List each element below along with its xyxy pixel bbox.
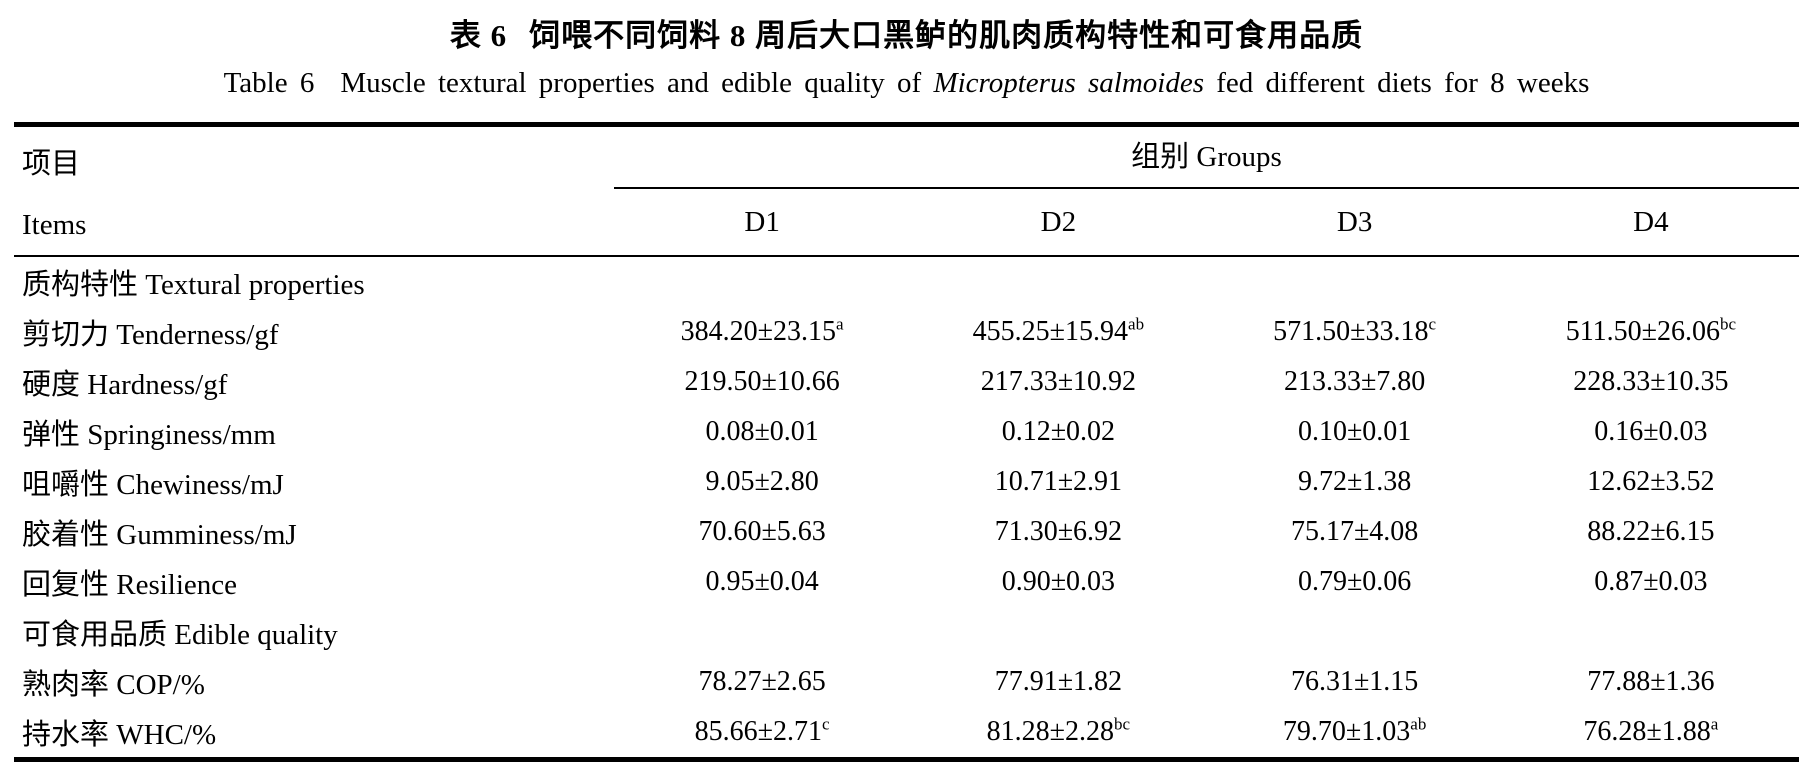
sig-superscript: ab bbox=[1410, 714, 1427, 734]
cell-d1: 78.27±2.65 bbox=[698, 666, 826, 697]
row-label: 硬度 Hardness/gf bbox=[22, 369, 228, 401]
table-row-resilience: 回复性 Resilience 0.95±0.04 0.90±0.03 0.79±… bbox=[14, 557, 1799, 607]
items-label-cn: 项目 bbox=[22, 148, 81, 181]
cell-d4: 0.16±0.03 bbox=[1594, 416, 1708, 447]
section-row-textural: 质构特性 Textural properties bbox=[14, 257, 1799, 307]
cell-d4: 511.50±26.06bc bbox=[1565, 314, 1737, 347]
cell-d2: 71.30±6.92 bbox=[994, 516, 1123, 547]
cell-d4: 12.62±3.52 bbox=[1587, 466, 1715, 497]
cell-d3: 213.33±7.80 bbox=[1283, 366, 1426, 397]
table-top-rule bbox=[14, 122, 1799, 127]
sig-superscript: c bbox=[822, 714, 830, 734]
cell-d1: 0.08±0.01 bbox=[705, 416, 819, 447]
cell-d1: 9.05±2.80 bbox=[705, 466, 819, 497]
cell-d4: 76.28±1.88a bbox=[1583, 714, 1719, 747]
cell-d2: 455.25±15.94ab bbox=[972, 314, 1145, 347]
sig-superscript: a bbox=[1710, 714, 1719, 734]
row-label: 弹性 Springiness/mm bbox=[22, 419, 276, 451]
cell-d3: 75.17±4.08 bbox=[1290, 516, 1419, 547]
cell-d4: 0.87±0.03 bbox=[1594, 566, 1708, 597]
cell-d1: 85.66±2.71c bbox=[694, 714, 830, 747]
cell-d3: 571.50±33.18c bbox=[1273, 314, 1437, 347]
table-bottom-rule bbox=[14, 757, 1799, 762]
cell-d3: 0.79±0.06 bbox=[1297, 566, 1412, 597]
data-table: 项目 Items 组别 Groups D1 D2 D3 D4 质构特性 Text… bbox=[14, 122, 1799, 762]
items-header-cell: 项目 Items bbox=[14, 127, 614, 255]
table-number-en: Table 6 bbox=[223, 67, 315, 99]
cell-d2: 0.12±0.02 bbox=[1001, 416, 1116, 447]
table-row-cop: 熟肉率 COP/% 78.27±2.65 77.91±1.82 76.31±1.… bbox=[14, 657, 1799, 707]
cell-d3: 79.70±1.03ab bbox=[1282, 714, 1427, 747]
cell-d1: 384.20±23.15a bbox=[680, 314, 844, 347]
cell-d4: 77.88±1.36 bbox=[1587, 666, 1715, 697]
sig-superscript: ab bbox=[1128, 314, 1145, 334]
groups-label: 组别 Groups bbox=[614, 127, 1799, 189]
table-title-en-suffix: fed different diets for 8 weeks bbox=[1216, 67, 1590, 99]
table-number-cn: 表 6 bbox=[449, 18, 508, 53]
table-row-tenderness: 剪切力 Tenderness/gf 384.20±23.15a 455.25±1… bbox=[14, 307, 1799, 357]
species-name-italic: Micropterus salmoides bbox=[933, 67, 1204, 99]
row-label: 胶着性 Gumminess/mJ bbox=[22, 519, 297, 551]
table-title-en: Table 6 Muscle textural properties and ed… bbox=[0, 67, 1813, 100]
table-title-cn: 表 6 饲喂不同饲料 8 周后大口黑鲈的肌肉质构特性和可食用品质 bbox=[0, 0, 1813, 55]
cell-d4: 88.22±6.15 bbox=[1587, 516, 1715, 547]
section-label: 质构特性 Textural properties bbox=[22, 269, 365, 301]
table-row-whc: 持水率 WHC/% 85.66±2.71c 81.28±2.28bc 79.70… bbox=[14, 707, 1799, 757]
cell-d1: 70.60±5.63 bbox=[698, 516, 826, 547]
cell-d3: 0.10±0.01 bbox=[1297, 416, 1412, 447]
table-row-hardness: 硬度 Hardness/gf 219.50±10.66 217.33±10.92… bbox=[14, 357, 1799, 407]
row-label: 熟肉率 COP/% bbox=[22, 669, 205, 701]
table-header: 项目 Items 组别 Groups D1 D2 D3 D4 bbox=[14, 127, 1799, 255]
cell-d2: 0.90±0.03 bbox=[1001, 566, 1116, 597]
row-label: 咀嚼性 Chewiness/mJ bbox=[22, 469, 284, 501]
column-header-d3: D3 bbox=[1336, 205, 1373, 238]
group-column-headers: D1 D2 D3 D4 bbox=[614, 189, 1799, 255]
cell-d2: 81.28±2.28bc bbox=[986, 714, 1131, 747]
table-row-gumminess: 胶着性 Gumminess/mJ 70.60±5.63 71.30±6.92 7… bbox=[14, 507, 1799, 557]
cell-d3: 76.31±1.15 bbox=[1290, 666, 1419, 697]
row-label: 持水率 WHC/% bbox=[22, 719, 217, 751]
table-row-chewiness: 咀嚼性 Chewiness/mJ 9.05±2.80 10.71±2.91 9.… bbox=[14, 457, 1799, 507]
table-title-en-text: Muscle textural properties and edible qu… bbox=[340, 67, 922, 99]
cell-d1: 219.50±10.66 bbox=[684, 366, 840, 397]
cell-d4: 228.33±10.35 bbox=[1573, 366, 1729, 397]
section-row-edible: 可食用品质 Edible quality bbox=[14, 607, 1799, 657]
groups-header-cell: 组别 Groups D1 D2 D3 D4 bbox=[614, 127, 1799, 255]
table-body: 质构特性 Textural properties 剪切力 Tenderness/… bbox=[14, 257, 1799, 757]
cell-d2: 10.71±2.91 bbox=[994, 466, 1123, 497]
table-title-cn-text: 饲喂不同饲料 8 周后大口黑鲈的肌肉质构特性和可食用品质 bbox=[529, 18, 1364, 53]
sig-superscript: bc bbox=[1720, 314, 1737, 334]
row-label: 剪切力 Tenderness/gf bbox=[22, 319, 279, 351]
cell-d1: 0.95±0.04 bbox=[705, 566, 819, 597]
items-label-en: Items bbox=[22, 208, 87, 241]
sig-superscript: c bbox=[1428, 314, 1437, 334]
table-row-springiness: 弹性 Springiness/mm 0.08±0.01 0.12±0.02 0.… bbox=[14, 407, 1799, 457]
sig-superscript: bc bbox=[1114, 714, 1131, 734]
sig-superscript: a bbox=[836, 314, 844, 334]
column-header-d2: D2 bbox=[1040, 205, 1077, 238]
section-label: 可食用品质 Edible quality bbox=[22, 619, 338, 651]
cell-d2: 77.91±1.82 bbox=[994, 666, 1123, 697]
cell-d2: 217.33±10.92 bbox=[980, 366, 1137, 397]
cell-d3: 9.72±1.38 bbox=[1297, 466, 1412, 497]
column-header-d1: D1 bbox=[744, 205, 780, 238]
header-bottom-rule bbox=[14, 255, 1799, 257]
row-label: 回复性 Resilience bbox=[22, 569, 238, 601]
column-header-d4: D4 bbox=[1633, 205, 1669, 238]
